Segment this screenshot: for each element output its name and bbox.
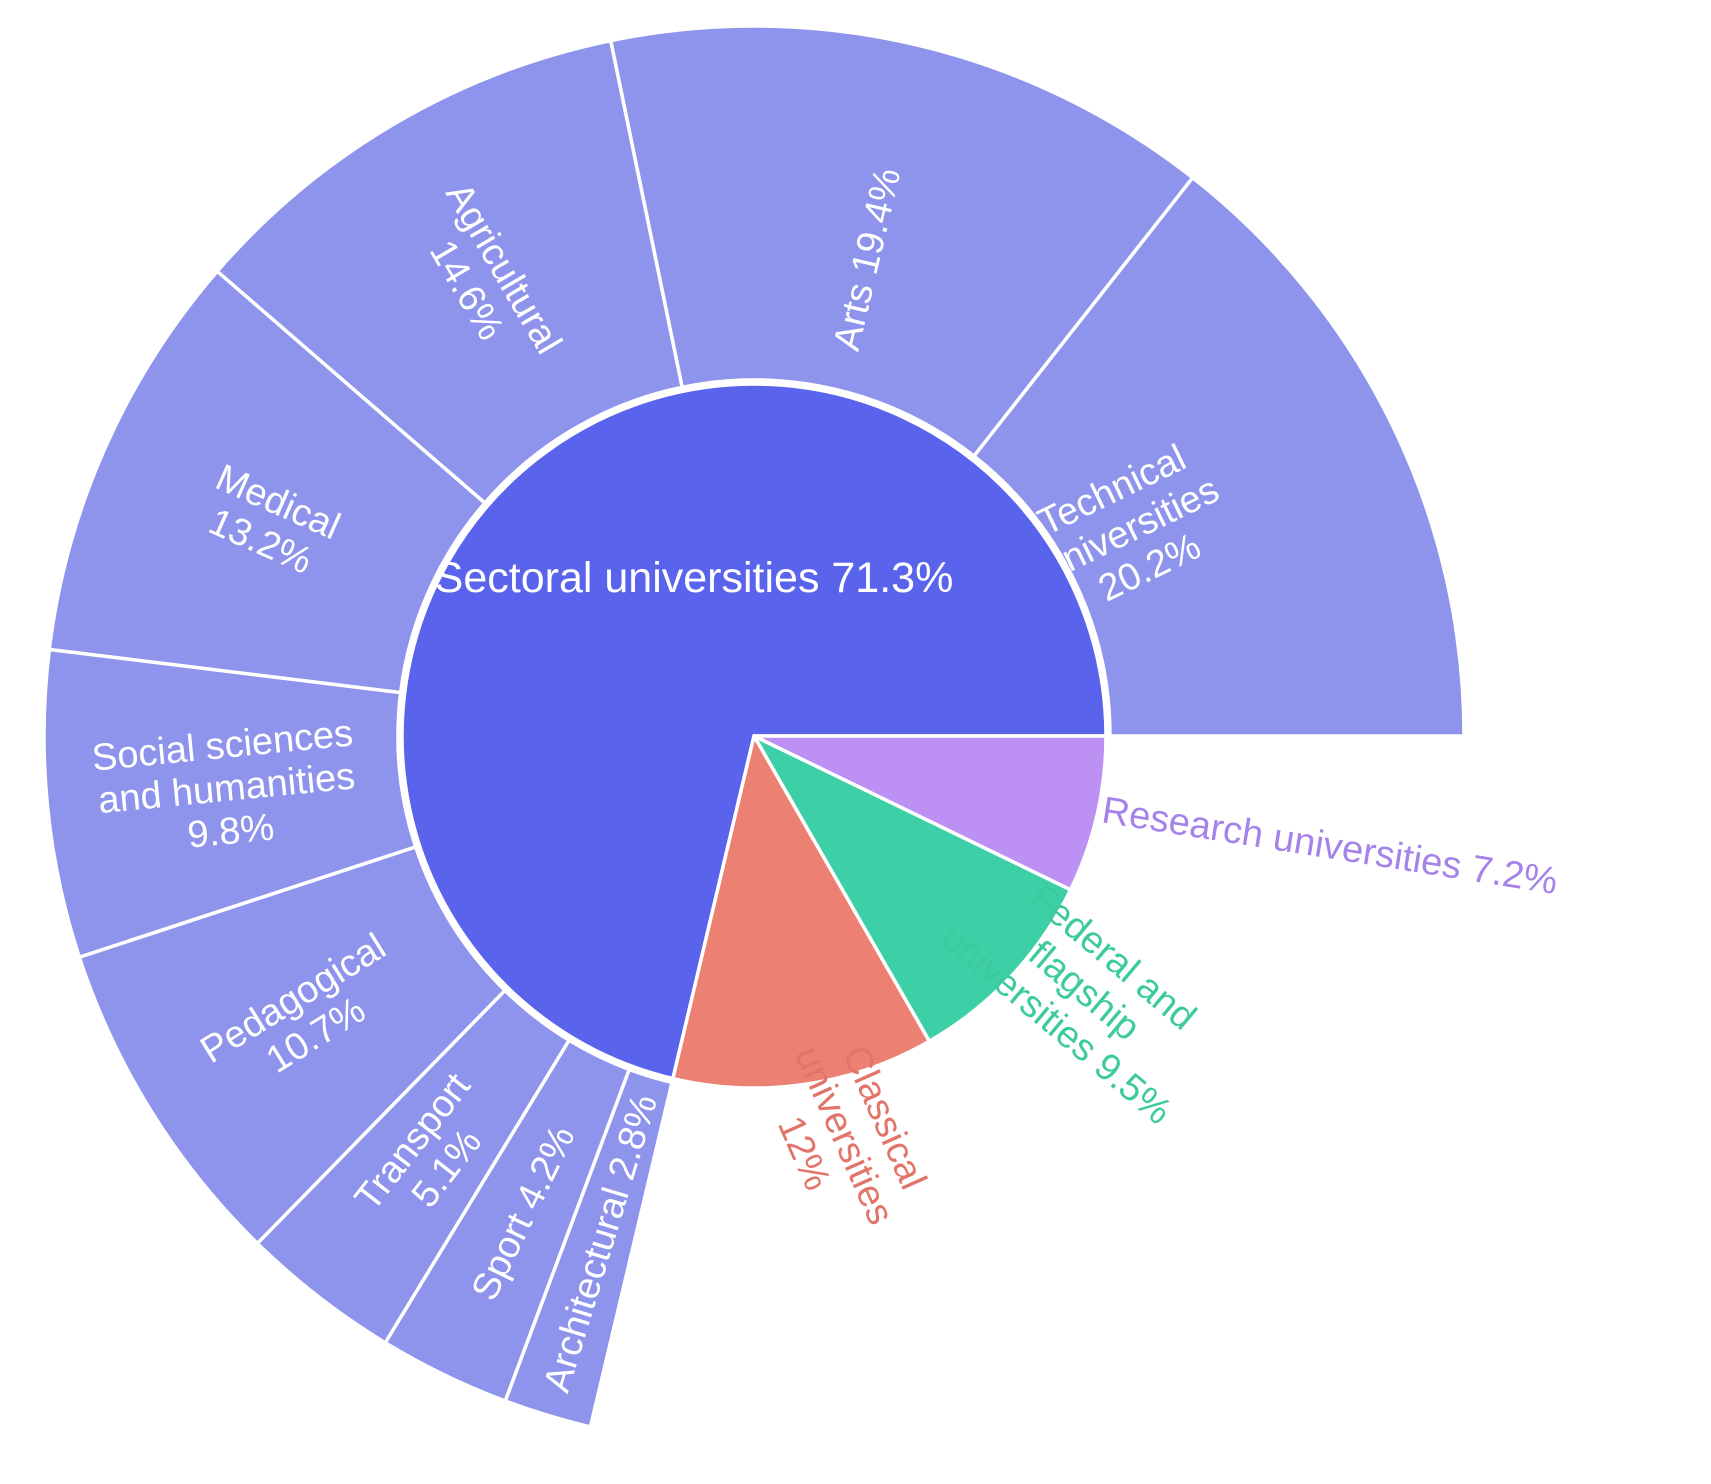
segment-agricultural[interactable] [215, 38, 684, 505]
segment-medical[interactable] [47, 269, 487, 695]
label-research-universities-line: Research universities 7.2% [1099, 790, 1560, 904]
label-social-sciences-and-humanities: Social sciencesand humanities9.8% [90, 712, 363, 865]
label-research-universities: Research universities 7.2% [1099, 790, 1560, 904]
label-social-sciences-and-humanities-line: 9.8% [186, 807, 276, 857]
segment-pedagogical[interactable] [77, 845, 507, 1246]
label-sectoral-universities-line: Sectoral universities 71.3% [435, 554, 954, 602]
segment-architectural[interactable] [503, 1067, 674, 1429]
segment-arts[interactable] [608, 24, 1195, 458]
segment-social-sciences-and-humanities[interactable] [42, 647, 418, 959]
segment-technical-universities[interactable] [972, 175, 1466, 738]
slice-classical-universities[interactable] [671, 734, 932, 1090]
slice-research-universities[interactable] [752, 734, 1108, 892]
label-sectoral-universities: Sectoral universities 71.3% [435, 554, 954, 602]
slice-sectoral-universities[interactable] [400, 382, 1108, 1081]
slice-federal-and-flagship-universities[interactable] [752, 734, 1073, 1043]
